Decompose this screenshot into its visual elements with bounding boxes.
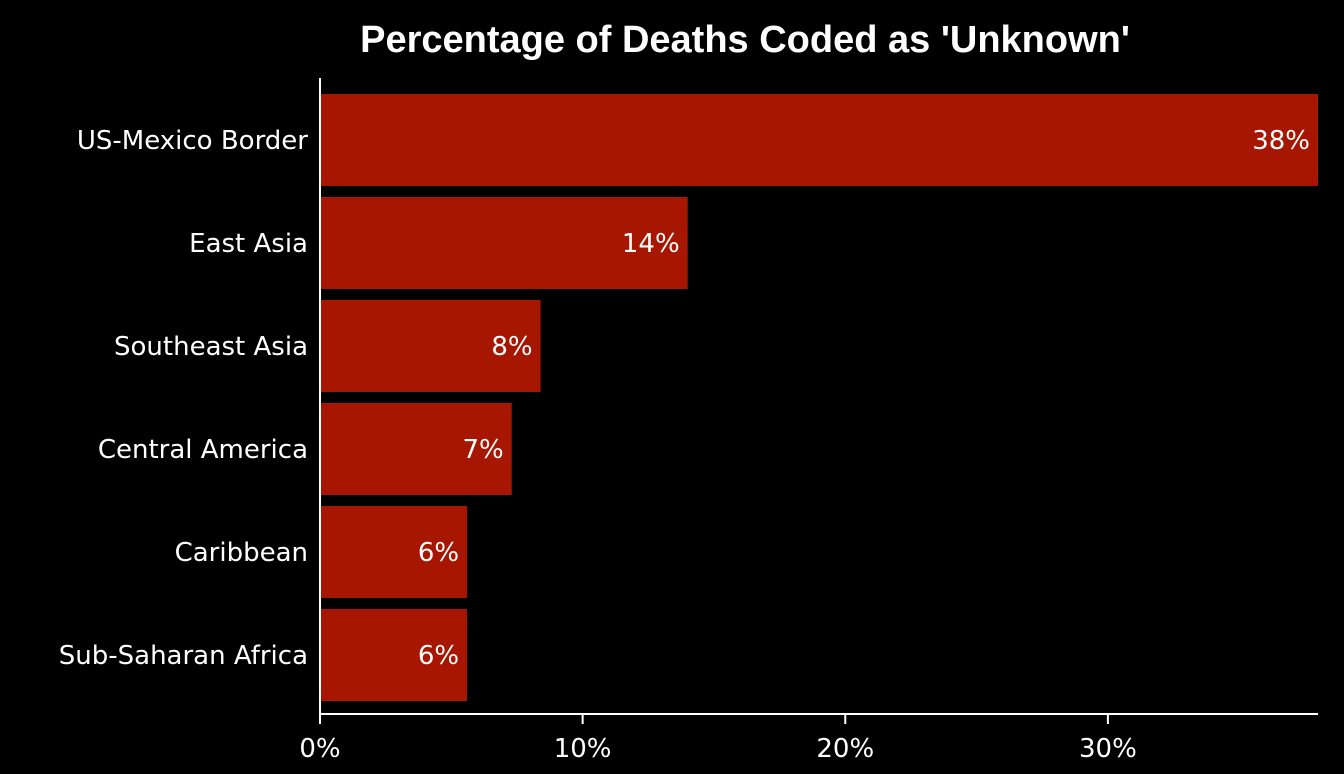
- x-ticks-group: 0% 10% 20% 30%: [299, 714, 1137, 764]
- value-labels-group: 38% 14% 8% 7% 6% 6%: [418, 126, 1310, 671]
- category-labels-group: US-Mexico Border East Asia Southeast Asia C…: [59, 126, 309, 671]
- value-label: 8%: [491, 332, 532, 362]
- category-label: Sub-Saharan Africa: [59, 641, 308, 671]
- category-label: Southeast Asia: [114, 332, 308, 362]
- category-label: East Asia: [189, 229, 308, 259]
- bar-1: [321, 197, 688, 289]
- x-tick-label: 10%: [554, 734, 612, 764]
- bars-group: [321, 94, 1318, 701]
- bar-2: [321, 300, 541, 392]
- bar-3: [321, 403, 512, 495]
- x-tick-label: 20%: [816, 734, 874, 764]
- bar-5: [321, 609, 468, 701]
- category-label: Caribbean: [175, 538, 308, 568]
- value-label: 6%: [418, 641, 459, 671]
- category-label: US-Mexico Border: [77, 126, 308, 156]
- bar-4: [321, 506, 468, 598]
- value-label: 38%: [1252, 126, 1310, 156]
- bar-0: [321, 94, 1318, 186]
- x-tick-label: 0%: [299, 734, 340, 764]
- category-label: Central America: [98, 435, 308, 465]
- chart-title: Percentage of Deaths Coded as 'Unknown': [360, 19, 1130, 61]
- value-label: 14%: [622, 229, 680, 259]
- value-label: 6%: [418, 538, 459, 568]
- value-label: 7%: [462, 435, 503, 465]
- x-tick-label: 30%: [1079, 734, 1137, 764]
